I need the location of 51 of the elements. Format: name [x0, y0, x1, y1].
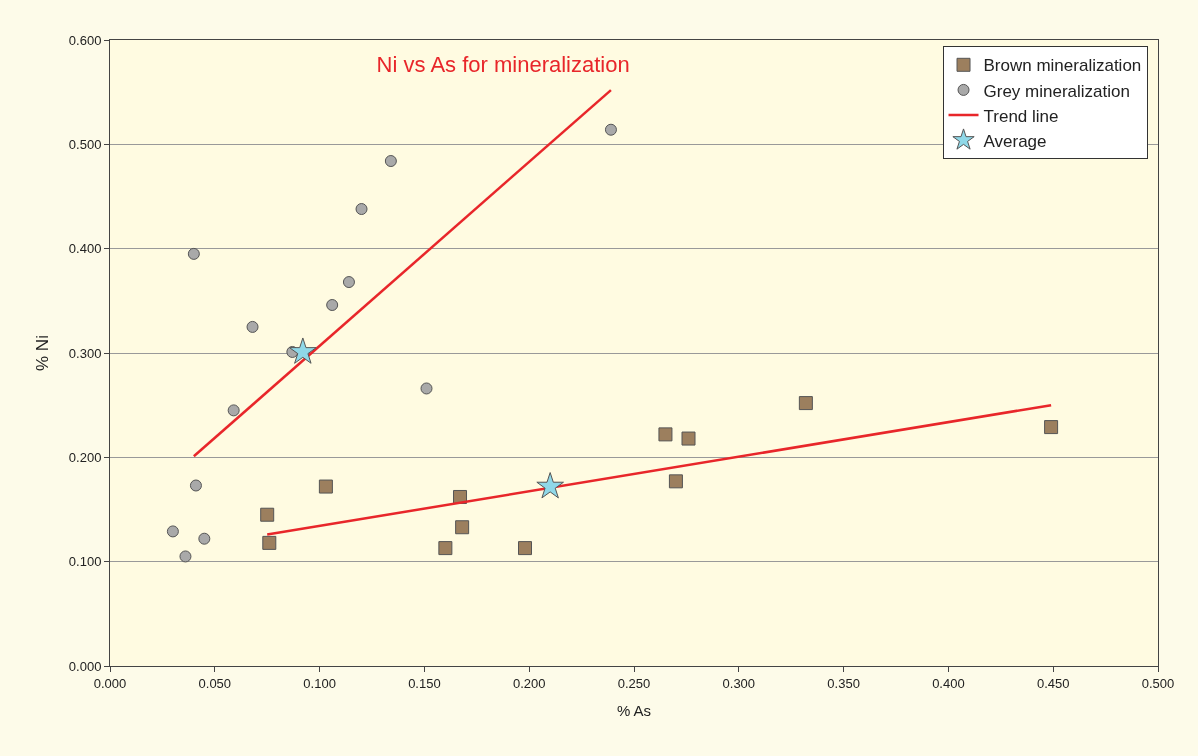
x-tick-label: 0.500 — [1141, 675, 1175, 691]
y-tick-label: 0.600 — [68, 32, 102, 48]
point — [604, 123, 617, 136]
point — [246, 320, 259, 333]
y-axis-title: % Ni — [33, 335, 53, 371]
point — [384, 155, 397, 168]
x-tick-label: 0.450 — [1036, 675, 1070, 691]
x-axis-title: % As — [616, 701, 652, 719]
legend-label: Trend line — [983, 106, 1059, 126]
x-tick-label: 0.350 — [827, 675, 860, 691]
point — [318, 479, 333, 494]
point — [438, 541, 453, 556]
point — [198, 532, 211, 545]
point — [179, 550, 192, 563]
point — [260, 507, 275, 522]
legend-label: Average — [983, 131, 1047, 151]
point — [658, 427, 673, 442]
point — [455, 520, 470, 535]
point — [668, 474, 683, 489]
point — [289, 337, 317, 364]
point — [1044, 420, 1059, 435]
legend-label: Brown mineralization — [983, 56, 1142, 76]
point — [189, 479, 202, 492]
x-tick-label: 0.250 — [617, 675, 651, 691]
y-tick-label: 0.500 — [68, 136, 102, 152]
point — [342, 276, 355, 289]
point — [326, 299, 339, 312]
x-tick-label: 0.300 — [722, 675, 756, 691]
text: Ni vs As for mineralization — [376, 52, 630, 78]
point — [681, 431, 696, 446]
point — [420, 382, 433, 395]
point — [798, 396, 813, 411]
x-tick-label: 0.050 — [198, 675, 232, 691]
y-tick-label: 0.300 — [68, 345, 102, 361]
point — [518, 541, 533, 556]
point — [187, 247, 200, 260]
point — [227, 404, 240, 417]
point — [262, 535, 277, 550]
y-tick-label: 0.400 — [68, 241, 102, 257]
x-tick-label: 0.150 — [408, 675, 441, 691]
point — [355, 203, 368, 216]
x-tick-label: 0.200 — [512, 675, 546, 691]
y-tick-label: 0.200 — [68, 449, 102, 465]
y-tick-label: 0.100 — [68, 554, 102, 570]
point — [166, 525, 179, 538]
point — [536, 472, 564, 499]
y-tick-label: 0.000 — [68, 658, 102, 674]
x-tick-label: 0.000 — [93, 675, 127, 691]
legend-label: Grey mineralization — [983, 81, 1130, 101]
x-tick-label: 0.400 — [932, 675, 965, 691]
x-tick-label: 0.100 — [303, 675, 336, 691]
